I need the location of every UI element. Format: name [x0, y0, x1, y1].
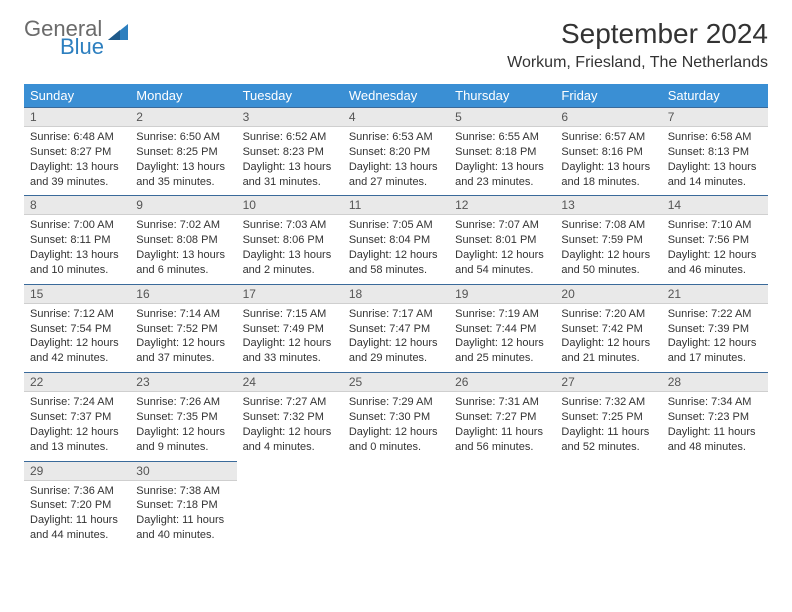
day-content-cell: Sunrise: 7:10 AMSunset: 7:56 PMDaylight:…: [662, 215, 768, 284]
day-content-cell: Sunrise: 7:38 AMSunset: 7:18 PMDaylight:…: [130, 480, 236, 549]
day-content-row: Sunrise: 7:00 AMSunset: 8:11 PMDaylight:…: [24, 215, 768, 284]
day-number-row: 2930: [24, 461, 768, 480]
day-number-cell: 7: [662, 108, 768, 127]
day-number-cell: 4: [343, 108, 449, 127]
day-header: Thursday: [449, 84, 555, 108]
day-number-cell: 9: [130, 196, 236, 215]
day-header: Friday: [555, 84, 661, 108]
day-content-cell: Sunrise: 7:26 AMSunset: 7:35 PMDaylight:…: [130, 392, 236, 461]
day-content-cell: Sunrise: 7:22 AMSunset: 7:39 PMDaylight:…: [662, 303, 768, 372]
day-content-row: Sunrise: 7:36 AMSunset: 7:20 PMDaylight:…: [24, 480, 768, 549]
day-header: Monday: [130, 84, 236, 108]
day-number-cell: 18: [343, 284, 449, 303]
day-number-cell: 20: [555, 284, 661, 303]
day-number-cell: 14: [662, 196, 768, 215]
day-number-cell: 21: [662, 284, 768, 303]
day-number-cell: 24: [237, 373, 343, 392]
day-number-cell: 19: [449, 284, 555, 303]
day-header: Tuesday: [237, 84, 343, 108]
day-content-cell: Sunrise: 7:14 AMSunset: 7:52 PMDaylight:…: [130, 303, 236, 372]
calendar-table: Sunday Monday Tuesday Wednesday Thursday…: [24, 84, 768, 549]
day-content-row: Sunrise: 7:24 AMSunset: 7:37 PMDaylight:…: [24, 392, 768, 461]
day-number-cell: 27: [555, 373, 661, 392]
day-content-cell: [449, 480, 555, 549]
day-content-cell: Sunrise: 7:29 AMSunset: 7:30 PMDaylight:…: [343, 392, 449, 461]
day-content-cell: Sunrise: 7:36 AMSunset: 7:20 PMDaylight:…: [24, 480, 130, 549]
day-number-cell: 2: [130, 108, 236, 127]
logo-text: General Blue: [24, 18, 104, 58]
day-header: Wednesday: [343, 84, 449, 108]
day-content-cell: Sunrise: 7:03 AMSunset: 8:06 PMDaylight:…: [237, 215, 343, 284]
day-content-cell: Sunrise: 6:48 AMSunset: 8:27 PMDaylight:…: [24, 127, 130, 196]
day-header: Sunday: [24, 84, 130, 108]
calendar-body: 1234567Sunrise: 6:48 AMSunset: 8:27 PMDa…: [24, 108, 768, 549]
day-content-cell: Sunrise: 7:07 AMSunset: 8:01 PMDaylight:…: [449, 215, 555, 284]
day-content-cell: [237, 480, 343, 549]
logo-triangle-icon: [108, 22, 128, 45]
day-content-cell: Sunrise: 6:57 AMSunset: 8:16 PMDaylight:…: [555, 127, 661, 196]
day-content-cell: [662, 480, 768, 549]
day-number-row: 15161718192021: [24, 284, 768, 303]
day-number-cell: 29: [24, 461, 130, 480]
month-title: September 2024: [507, 18, 768, 50]
day-content-cell: Sunrise: 7:08 AMSunset: 7:59 PMDaylight:…: [555, 215, 661, 284]
day-number-cell: 22: [24, 373, 130, 392]
day-number-cell: 8: [24, 196, 130, 215]
day-header: Saturday: [662, 84, 768, 108]
day-number-cell: 3: [237, 108, 343, 127]
day-content-row: Sunrise: 7:12 AMSunset: 7:54 PMDaylight:…: [24, 303, 768, 372]
day-content-cell: Sunrise: 7:12 AMSunset: 7:54 PMDaylight:…: [24, 303, 130, 372]
day-content-cell: Sunrise: 7:05 AMSunset: 8:04 PMDaylight:…: [343, 215, 449, 284]
day-number-cell: 30: [130, 461, 236, 480]
day-number-row: 22232425262728: [24, 373, 768, 392]
day-content-cell: Sunrise: 7:20 AMSunset: 7:42 PMDaylight:…: [555, 303, 661, 372]
day-content-cell: Sunrise: 6:58 AMSunset: 8:13 PMDaylight:…: [662, 127, 768, 196]
day-number-cell: 13: [555, 196, 661, 215]
day-content-cell: Sunrise: 7:19 AMSunset: 7:44 PMDaylight:…: [449, 303, 555, 372]
day-number-cell: [662, 461, 768, 480]
logo: General Blue: [24, 18, 128, 58]
day-content-cell: Sunrise: 6:53 AMSunset: 8:20 PMDaylight:…: [343, 127, 449, 196]
day-number-cell: [449, 461, 555, 480]
day-number-cell: 11: [343, 196, 449, 215]
day-number-cell: 28: [662, 373, 768, 392]
day-number-cell: 12: [449, 196, 555, 215]
day-content-cell: Sunrise: 6:52 AMSunset: 8:23 PMDaylight:…: [237, 127, 343, 196]
day-number-cell: 5: [449, 108, 555, 127]
day-number-cell: 26: [449, 373, 555, 392]
logo-line2: Blue: [60, 36, 104, 58]
title-block: September 2024 Workum, Friesland, The Ne…: [507, 18, 768, 72]
day-number-cell: 16: [130, 284, 236, 303]
day-number-cell: 25: [343, 373, 449, 392]
day-header-row: Sunday Monday Tuesday Wednesday Thursday…: [24, 84, 768, 108]
day-number-cell: 15: [24, 284, 130, 303]
day-content-cell: Sunrise: 7:24 AMSunset: 7:37 PMDaylight:…: [24, 392, 130, 461]
day-content-cell: Sunrise: 6:50 AMSunset: 8:25 PMDaylight:…: [130, 127, 236, 196]
day-content-cell: Sunrise: 7:17 AMSunset: 7:47 PMDaylight:…: [343, 303, 449, 372]
day-content-cell: Sunrise: 7:00 AMSunset: 8:11 PMDaylight:…: [24, 215, 130, 284]
day-content-cell: Sunrise: 6:55 AMSunset: 8:18 PMDaylight:…: [449, 127, 555, 196]
day-number-cell: [555, 461, 661, 480]
day-content-cell: Sunrise: 7:27 AMSunset: 7:32 PMDaylight:…: [237, 392, 343, 461]
day-number-cell: 17: [237, 284, 343, 303]
day-content-row: Sunrise: 6:48 AMSunset: 8:27 PMDaylight:…: [24, 127, 768, 196]
day-content-cell: Sunrise: 7:32 AMSunset: 7:25 PMDaylight:…: [555, 392, 661, 461]
day-number-row: 1234567: [24, 108, 768, 127]
day-number-cell: 10: [237, 196, 343, 215]
day-content-cell: Sunrise: 7:02 AMSunset: 8:08 PMDaylight:…: [130, 215, 236, 284]
day-content-cell: Sunrise: 7:34 AMSunset: 7:23 PMDaylight:…: [662, 392, 768, 461]
day-number-cell: 6: [555, 108, 661, 127]
day-number-cell: 23: [130, 373, 236, 392]
day-number-cell: 1: [24, 108, 130, 127]
day-number-row: 891011121314: [24, 196, 768, 215]
day-number-cell: [237, 461, 343, 480]
day-number-cell: [343, 461, 449, 480]
header: General Blue September 2024 Workum, Frie…: [24, 18, 768, 72]
location: Workum, Friesland, The Netherlands: [507, 54, 768, 72]
day-content-cell: Sunrise: 7:15 AMSunset: 7:49 PMDaylight:…: [237, 303, 343, 372]
day-content-cell: [343, 480, 449, 549]
day-content-cell: [555, 480, 661, 549]
day-content-cell: Sunrise: 7:31 AMSunset: 7:27 PMDaylight:…: [449, 392, 555, 461]
